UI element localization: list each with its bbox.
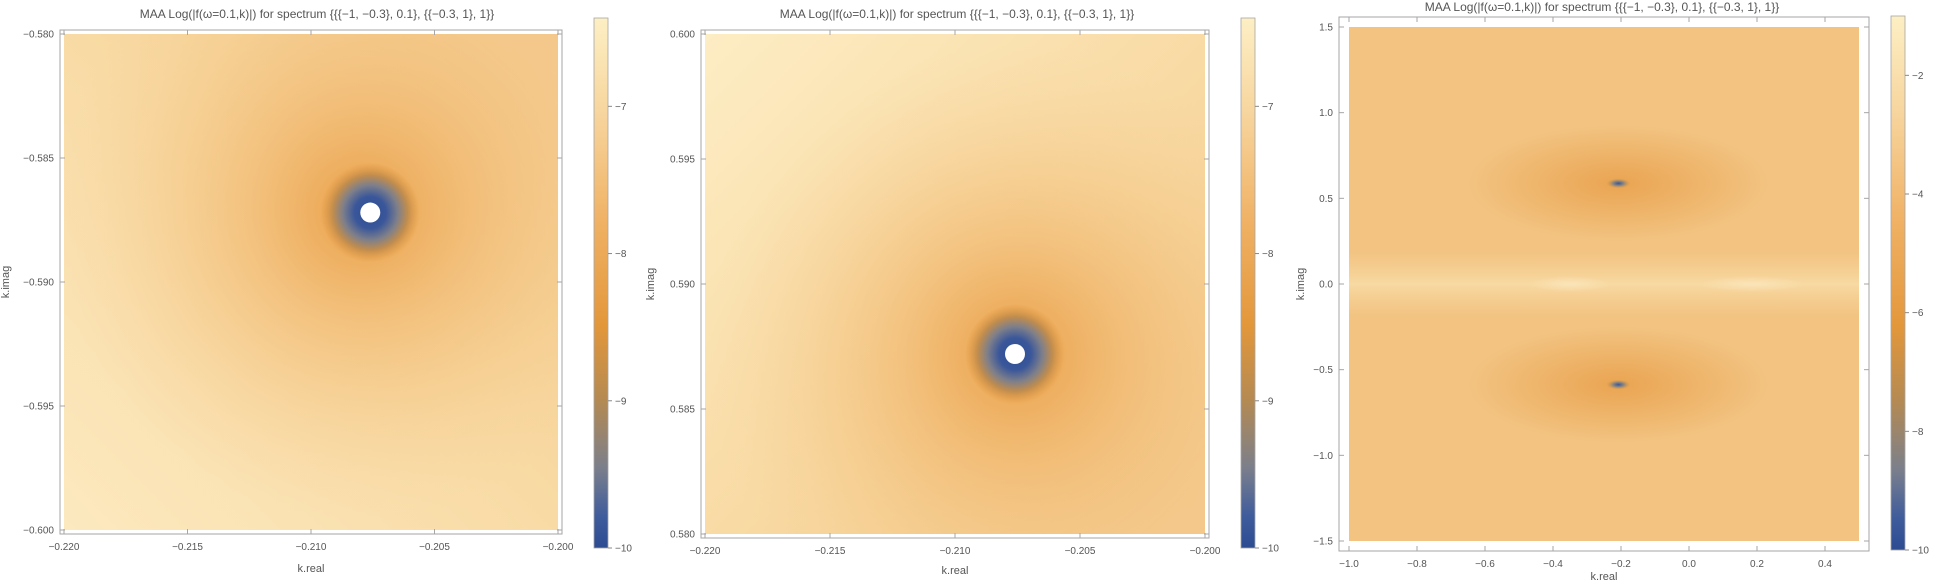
chart-2-pole-marker xyxy=(1005,344,1025,364)
chart-3-y-label: k.imag xyxy=(1295,268,1307,300)
chart-1-colorbar-tick-label: −8 xyxy=(615,249,627,260)
chart-1-heatmap-glow xyxy=(64,34,558,530)
chart-1-y-tick-label: −0.590 xyxy=(23,278,54,289)
chart-2-y-tick-label: 0.580 xyxy=(670,530,695,541)
chart-3-colorbar-tick-label: −10 xyxy=(1912,546,1929,557)
chart-3-title: MAA Log(|f(ω=0.1,k)|) for spectrum {{{−1… xyxy=(1425,0,1780,14)
chart-2-y-tick-label: 0.595 xyxy=(670,155,695,166)
chart-2-colorbar-tick-label: −9 xyxy=(1262,396,1274,407)
chart-3-x-label: k.real xyxy=(1591,571,1618,583)
chart-3-pole-marker xyxy=(1606,379,1631,390)
chart-3-y-ticks: 1.5 1.0 0.5 0.0 −0.5 −1.0 −1.5 xyxy=(1313,23,1869,548)
chart-1-colorbar-scale xyxy=(593,17,609,549)
chart-2-x-tick-label: −0.205 xyxy=(1065,546,1096,557)
chart-1: MAA Log(|f(ω=0.1,k)|) for spectrum {{{−1… xyxy=(0,7,632,575)
chart-3-x-tick-label: 0.4 xyxy=(1818,559,1832,570)
chart-3-x-tick-label: −1.0 xyxy=(1339,559,1359,570)
chart-2-colorbar-ticks: −7 −8 −9 −10 xyxy=(1255,102,1279,555)
chart-1-colorbar-tick-label: −7 xyxy=(615,102,627,113)
chart-1-colorbar-tick-label: −10 xyxy=(615,544,632,555)
chart-2-title: MAA Log(|f(ω=0.1,k)|) for spectrum {{{−1… xyxy=(780,7,1135,21)
chart-2-y-ticks: 0.600 0.595 0.590 0.585 0.580 xyxy=(670,30,1209,541)
chart-1-colorbar-ticks: −7 −8 −9 −10 xyxy=(608,102,632,555)
chart-2-x-tick-label: −0.210 xyxy=(940,546,971,557)
chart-2-x-tick-label: −0.215 xyxy=(815,546,846,557)
chart-3-y-tick-label: −1.0 xyxy=(1313,451,1333,462)
chart-2-y-tick-label: 0.590 xyxy=(670,280,695,291)
chart-3-y-tick-label: −0.5 xyxy=(1313,365,1333,376)
chart-2-plot-area xyxy=(705,34,1205,534)
chart-3-colorbar-tick-label: −6 xyxy=(1912,308,1924,319)
chart-2-y-tick-label: 0.600 xyxy=(670,30,695,41)
chart-2-heatmap-glow xyxy=(705,34,1205,534)
chart-3-pole-marker xyxy=(1606,178,1631,189)
chart-3-y-tick-label: 1.5 xyxy=(1319,23,1333,34)
chart-1-x-tick-label: −0.215 xyxy=(172,542,203,553)
chart-2-colorbar: −7 −8 −9 −10 xyxy=(1240,17,1279,555)
chart-3-x-tick-label: 0.2 xyxy=(1750,559,1764,570)
chart-2-y-label: k.imag xyxy=(645,268,657,300)
chart-3-colorbar-tick-label: −4 xyxy=(1912,190,1924,201)
chart-1-title: MAA Log(|f(ω=0.1,k)|) for spectrum {{{−1… xyxy=(140,7,495,21)
chart-1-colorbar-tick-label: −9 xyxy=(615,396,627,407)
chart-2-x-label: k.real xyxy=(942,565,969,577)
chart-3-colorbar-ticks: −2 −4 −6 −8 −10 xyxy=(1905,71,1929,557)
chart-3-x-tick-label: −0.6 xyxy=(1475,559,1495,570)
chart-3-colorbar-scale xyxy=(1890,15,1906,551)
chart-3-x-ticks: −1.0 −0.8 −0.6 −0.4 −0.2 0.0 0.2 0.4 xyxy=(1339,17,1832,570)
chart-1-x-label: k.real xyxy=(298,563,325,575)
chart-1-y-tick-label: −0.595 xyxy=(23,402,54,413)
chart-3-y-tick-label: 0.0 xyxy=(1319,280,1333,291)
chart-1-x-ticks: −0.220 −0.215 −0.210 −0.205 −0.200 xyxy=(49,30,574,553)
chart-2-x-tick-label: −0.220 xyxy=(690,546,721,557)
chart-3-x-tick-label: −0.8 xyxy=(1407,559,1427,570)
chart-1-plot-area xyxy=(64,34,558,530)
chart-3-x-tick-label: −0.4 xyxy=(1543,559,1563,570)
chart-3-y-tick-label: −1.5 xyxy=(1313,537,1333,548)
chart-2-colorbar-scale xyxy=(1240,17,1256,549)
chart-3-x-tick-label: 0.0 xyxy=(1682,559,1696,570)
chart-1-y-label: k.imag xyxy=(0,266,12,298)
chart-2-colorbar-tick-label: −8 xyxy=(1262,249,1274,260)
chart-1-y-ticks: −0.580 −0.585 −0.590 −0.595 −0.600 xyxy=(23,30,562,537)
chart-3-plot-area xyxy=(1349,27,1859,541)
chart-1-x-tick-label: −0.205 xyxy=(419,542,450,553)
chart-1-y-tick-label: −0.580 xyxy=(23,30,54,41)
chart-1-y-tick-label: −0.600 xyxy=(23,526,54,537)
chart-2: MAA Log(|f(ω=0.1,k)|) for spectrum {{{−1… xyxy=(645,7,1279,577)
chart-3-y-tick-label: 0.5 xyxy=(1319,194,1333,205)
chart-2-x-tick-label: −0.200 xyxy=(1190,546,1221,557)
chart-3-y-tick-label: 1.0 xyxy=(1319,108,1333,119)
chart-2-colorbar-tick-label: −7 xyxy=(1262,102,1274,113)
chart-2-y-tick-label: 0.585 xyxy=(670,405,695,416)
chart-3-x-tick-label: −0.2 xyxy=(1611,559,1631,570)
chart-1-colorbar: −7 −8 −9 −10 xyxy=(593,17,632,555)
chart-3-colorbar-tick-label: −2 xyxy=(1912,71,1924,82)
chart-1-y-tick-label: −0.585 xyxy=(23,154,54,165)
chart-1-x-tick-label: −0.200 xyxy=(543,542,574,553)
chart-3-colorbar: −2 −4 −6 −8 −10 xyxy=(1890,15,1929,557)
chart-3-highlight xyxy=(1700,276,1804,292)
chart-1-pole-marker xyxy=(360,202,381,223)
chart-1-x-tick-label: −0.220 xyxy=(49,542,80,553)
chart-3-colorbar-tick-label: −8 xyxy=(1912,427,1924,438)
chart-3-highlight xyxy=(1530,276,1610,292)
chart-2-colorbar-tick-label: −10 xyxy=(1262,544,1279,555)
chart-3: MAA Log(|f(ω=0.1,k)|) for spectrum {{{−1… xyxy=(1295,0,1929,583)
chart-1-x-tick-label: −0.210 xyxy=(296,542,327,553)
